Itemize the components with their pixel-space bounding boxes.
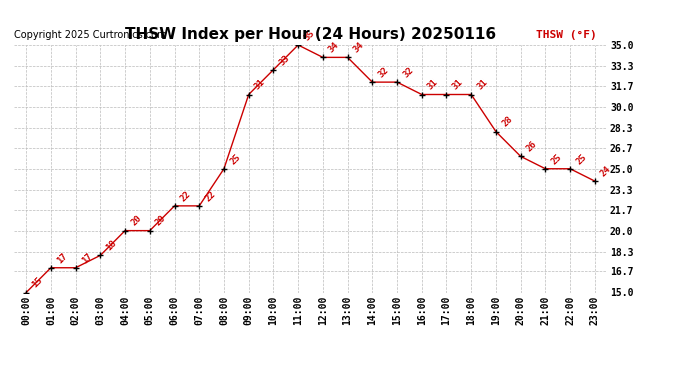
Text: 20: 20 xyxy=(129,214,144,228)
Text: 25: 25 xyxy=(549,152,564,166)
Text: 17: 17 xyxy=(55,251,69,265)
Text: Copyright 2025 Curtronics.com: Copyright 2025 Curtronics.com xyxy=(14,30,166,40)
Text: 24: 24 xyxy=(599,164,613,178)
Text: 32: 32 xyxy=(401,65,415,80)
Text: 18: 18 xyxy=(104,238,119,253)
Text: THSW (°F): THSW (°F) xyxy=(536,30,597,40)
Text: 35: 35 xyxy=(302,28,316,42)
Title: THSW Index per Hour (24 Hours) 20250116: THSW Index per Hour (24 Hours) 20250116 xyxy=(125,27,496,42)
Text: 17: 17 xyxy=(80,251,94,265)
Text: 34: 34 xyxy=(327,40,341,55)
Text: 33: 33 xyxy=(277,53,292,67)
Text: 31: 31 xyxy=(475,78,489,92)
Text: 31: 31 xyxy=(253,78,267,92)
Text: 15: 15 xyxy=(30,276,44,290)
Text: 22: 22 xyxy=(204,189,217,203)
Text: 34: 34 xyxy=(352,40,366,55)
Text: 31: 31 xyxy=(451,78,464,92)
Text: 28: 28 xyxy=(500,115,514,129)
Text: 25: 25 xyxy=(574,152,589,166)
Text: 32: 32 xyxy=(377,65,391,80)
Text: 31: 31 xyxy=(426,78,440,92)
Text: 25: 25 xyxy=(228,152,242,166)
Text: 22: 22 xyxy=(179,189,193,203)
Text: 26: 26 xyxy=(525,140,539,154)
Text: 20: 20 xyxy=(154,214,168,228)
